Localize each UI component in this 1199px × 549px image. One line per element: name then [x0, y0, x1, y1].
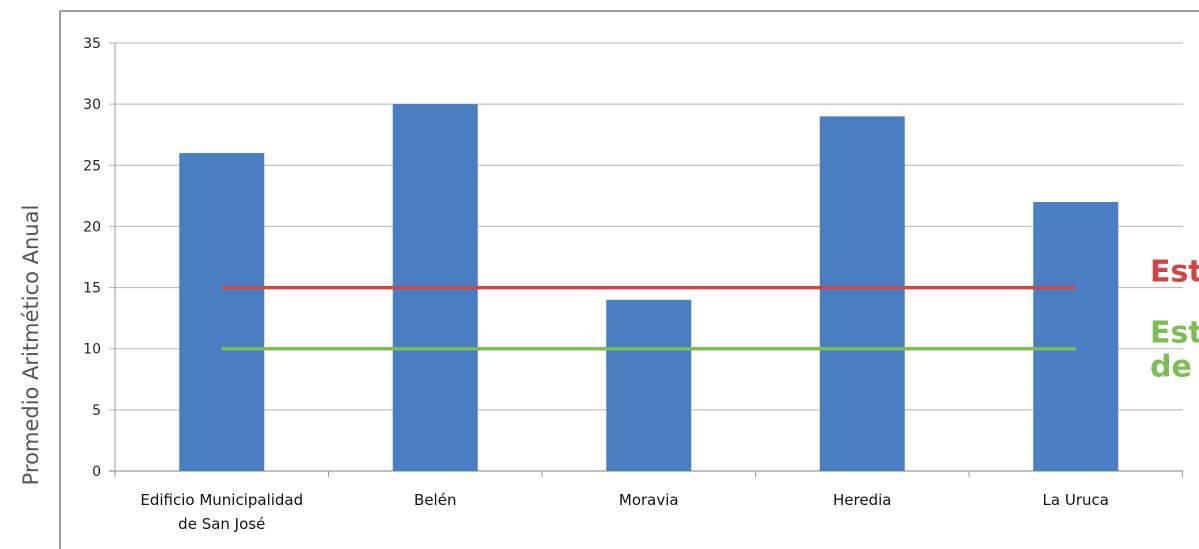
x-category-label: Heredia: [833, 491, 891, 509]
x-category-label: La Uruca: [1043, 491, 1109, 509]
bar-4: [1033, 201, 1119, 471]
x-category-label: Edificio Municipalidad: [140, 491, 303, 509]
reference-line-label-0: Est: [1150, 255, 1199, 290]
y-tick-label: 30: [83, 97, 101, 113]
bar-3: [819, 116, 905, 471]
x-category-label: de San José: [178, 515, 265, 533]
y-tick-label: 20: [83, 219, 101, 235]
bar-0: [179, 153, 265, 472]
bar-2: [606, 299, 692, 471]
y-tick-label: 5: [92, 403, 101, 419]
y-axis-title: Promedio Aritmético Anual: [19, 205, 43, 486]
x-category-label: Belén: [414, 491, 456, 509]
y-tick-label: 0: [92, 464, 101, 480]
y-tick-label: 25: [83, 158, 101, 174]
y-tick-label: 35: [83, 36, 101, 52]
x-category-label: Moravia: [619, 491, 679, 509]
reference-line-label-1: Est: [1150, 316, 1199, 351]
y-tick-label: 10: [83, 342, 101, 358]
reference-line-label-1: de: [1150, 350, 1192, 385]
y-tick-label: 15: [83, 281, 101, 297]
